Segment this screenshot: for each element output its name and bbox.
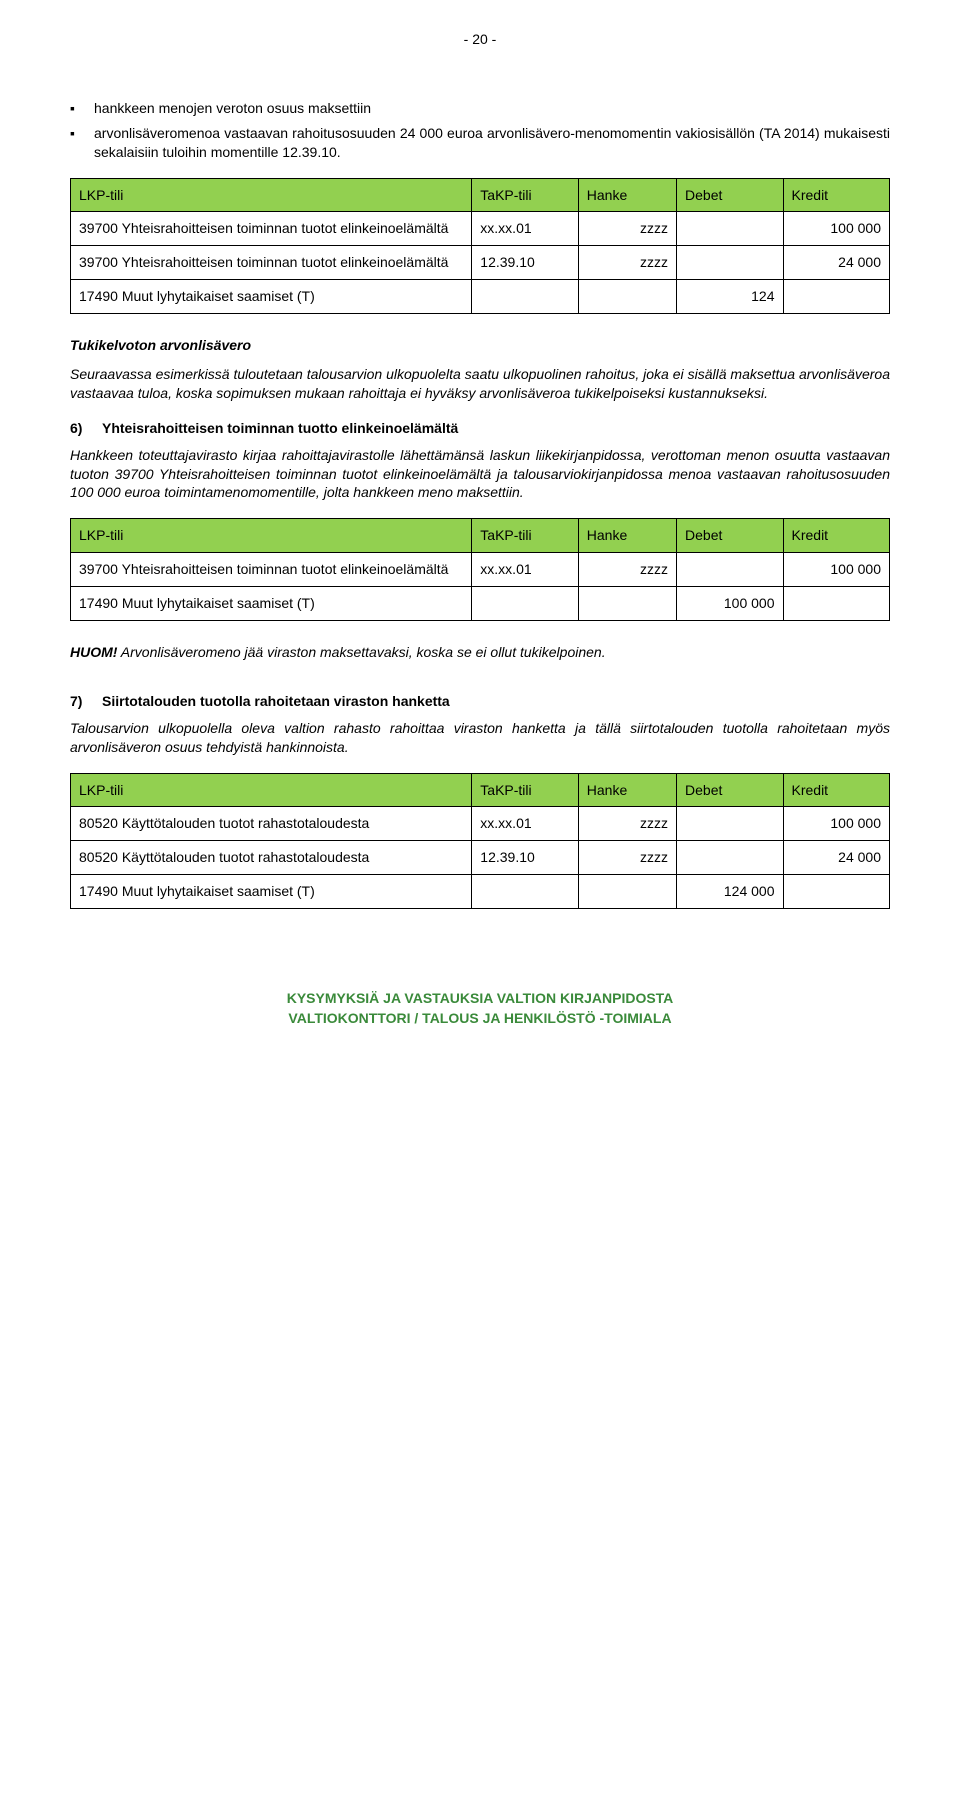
accounting-table-1: LKP-tili TaKP-tili Hanke Debet Kredit 39… [70, 178, 890, 315]
item-7-heading: 7) Siirtotalouden tuotolla rahoitetaan v… [70, 692, 890, 711]
cell-debet [677, 841, 783, 875]
cell-lkp: 17490 Muut lyhytaikaiset saamiset (T) [71, 587, 472, 621]
col-debet: Debet [677, 178, 783, 212]
cell-debet [677, 807, 783, 841]
cell-lkp: 39700 Yhteisrahoitteisen toiminnan tuoto… [71, 246, 472, 280]
cell-hanke [578, 587, 676, 621]
cell-lkp: 17490 Muut lyhytaikaiset saamiset (T) [71, 875, 472, 909]
cell-takp: 12.39.10 [472, 841, 578, 875]
table-header-row: LKP-tili TaKP-tili Hanke Debet Kredit [71, 773, 890, 807]
table-row: 39700 Yhteisrahoitteisen toiminnan tuoto… [71, 246, 890, 280]
col-takp: TaKP-tili [472, 773, 578, 807]
cell-lkp: 39700 Yhteisrahoitteisen toiminnan tuoto… [71, 212, 472, 246]
col-lkp: LKP-tili [71, 178, 472, 212]
table-row: 80520 Käyttötalouden tuotot rahastotalou… [71, 841, 890, 875]
cell-takp [472, 280, 578, 314]
item-7-para: Talousarvion ulkopuolella oleva valtion … [70, 719, 890, 757]
bullet-marker: ▪ [70, 124, 94, 143]
page-footer: KYSYMYKSIÄ JA VASTAUKSIA VALTION KIRJANP… [70, 989, 890, 1028]
col-debet: Debet [677, 519, 783, 553]
cell-kredit: 100 000 [783, 553, 890, 587]
accounting-table-2: LKP-tili TaKP-tili Hanke Debet Kredit 39… [70, 518, 890, 621]
col-kredit: Kredit [783, 178, 890, 212]
table-header-row: LKP-tili TaKP-tili Hanke Debet Kredit [71, 178, 890, 212]
accounting-table-3: LKP-tili TaKP-tili Hanke Debet Kredit 80… [70, 773, 890, 910]
cell-hanke: zzzz [578, 841, 676, 875]
col-hanke: Hanke [578, 178, 676, 212]
table-row: 80520 Käyttötalouden tuotot rahastotalou… [71, 807, 890, 841]
item-6-heading: 6) Yhteisrahoitteisen toiminnan tuotto e… [70, 419, 890, 438]
item-number: 6) [70, 419, 102, 438]
huom-note: HUOM! Arvonlisäveromeno jää viraston mak… [70, 643, 890, 662]
item-6-para: Hankkeen toteuttajavirasto kirjaa rahoit… [70, 446, 890, 503]
huom-text: Arvonlisäveromeno jää viraston maksettav… [117, 644, 605, 660]
cell-kredit [783, 875, 890, 909]
bullet-marker: ▪ [70, 99, 94, 118]
cell-takp: 12.39.10 [472, 246, 578, 280]
cell-kredit: 24 000 [783, 841, 890, 875]
col-kredit: Kredit [783, 773, 890, 807]
cell-takp [472, 875, 578, 909]
col-debet: Debet [677, 773, 783, 807]
section-para: Seuraavassa esimerkissä tuloutetaan talo… [70, 365, 890, 403]
cell-debet: 100 000 [677, 587, 783, 621]
bullet-text: hankkeen menojen veroton osuus maksettii… [94, 99, 890, 118]
cell-takp: xx.xx.01 [472, 553, 578, 587]
item-title: Siirtotalouden tuotolla rahoitetaan vira… [102, 692, 450, 711]
section-title-tukikelvoton: Tukikelvoton arvonlisävero [70, 336, 890, 355]
cell-lkp: 17490 Muut lyhytaikaiset saamiset (T) [71, 280, 472, 314]
item-title: Yhteisrahoitteisen toiminnan tuotto elin… [102, 419, 458, 438]
cell-hanke [578, 280, 676, 314]
cell-debet [677, 553, 783, 587]
cell-takp [472, 587, 578, 621]
table-row: 17490 Muut lyhytaikaiset saamiset (T) 10… [71, 587, 890, 621]
cell-takp: xx.xx.01 [472, 212, 578, 246]
cell-lkp: 80520 Käyttötalouden tuotot rahastotalou… [71, 841, 472, 875]
bullet-row: ▪ arvonlisäveromenoa vastaavan rahoituso… [70, 124, 890, 162]
footer-line-2: VALTIOKONTTORI / TALOUS JA HENKILÖSTÖ -T… [70, 1009, 890, 1029]
table-row: 17490 Muut lyhytaikaiset saamiset (T) 12… [71, 875, 890, 909]
table-row: 39700 Yhteisrahoitteisen toiminnan tuoto… [71, 553, 890, 587]
col-kredit: Kredit [783, 519, 890, 553]
cell-debet [677, 212, 783, 246]
cell-kredit: 100 000 [783, 212, 890, 246]
col-lkp: LKP-tili [71, 519, 472, 553]
cell-hanke [578, 875, 676, 909]
bullet-row: ▪ hankkeen menojen veroton osuus maksett… [70, 99, 890, 118]
cell-debet: 124 [677, 280, 783, 314]
col-lkp: LKP-tili [71, 773, 472, 807]
cell-hanke: zzzz [578, 553, 676, 587]
table-row: 39700 Yhteisrahoitteisen toiminnan tuoto… [71, 212, 890, 246]
cell-kredit: 24 000 [783, 246, 890, 280]
bullet-text: arvonlisäveromenoa vastaavan rahoitusosu… [94, 124, 890, 162]
page-number: - 20 - [70, 30, 890, 49]
table-header-row: LKP-tili TaKP-tili Hanke Debet Kredit [71, 519, 890, 553]
cell-kredit [783, 280, 890, 314]
huom-label: HUOM! [70, 644, 117, 660]
cell-hanke: zzzz [578, 807, 676, 841]
col-hanke: Hanke [578, 519, 676, 553]
table-row: 17490 Muut lyhytaikaiset saamiset (T) 12… [71, 280, 890, 314]
col-takp: TaKP-tili [472, 178, 578, 212]
cell-kredit [783, 587, 890, 621]
col-hanke: Hanke [578, 773, 676, 807]
cell-debet: 124 000 [677, 875, 783, 909]
cell-hanke: zzzz [578, 246, 676, 280]
cell-lkp: 80520 Käyttötalouden tuotot rahastotalou… [71, 807, 472, 841]
cell-lkp: 39700 Yhteisrahoitteisen toiminnan tuoto… [71, 553, 472, 587]
cell-kredit: 100 000 [783, 807, 890, 841]
cell-takp: xx.xx.01 [472, 807, 578, 841]
footer-line-1: KYSYMYKSIÄ JA VASTAUKSIA VALTION KIRJANP… [70, 989, 890, 1009]
cell-hanke: zzzz [578, 212, 676, 246]
cell-debet [677, 246, 783, 280]
col-takp: TaKP-tili [472, 519, 578, 553]
item-number: 7) [70, 692, 102, 711]
